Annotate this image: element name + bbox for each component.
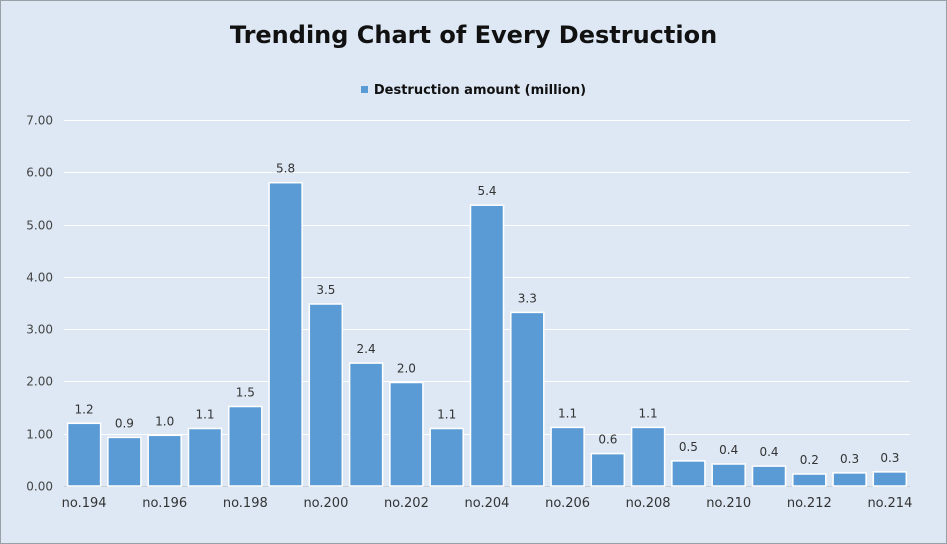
data-label: 0.6 [598,433,617,447]
x-tick-label: no.214 [867,496,912,511]
x-tick-label: no.206 [545,496,590,511]
bar [348,362,384,487]
data-label: 3.3 [518,291,537,305]
y-tick-label: 7.00 [26,114,53,128]
bar [510,311,545,487]
x-tick-label: no.210 [706,496,751,511]
bar [711,463,746,487]
data-label: 1.5 [236,386,255,400]
x-tick-label: no.196 [142,496,187,511]
bar [308,303,344,487]
bar [469,204,505,487]
bar [550,426,585,487]
data-label: 5.8 [276,162,295,176]
bar [187,427,223,487]
bar [872,471,908,487]
bar [107,436,142,487]
y-tick-label: 5.00 [26,219,53,233]
data-label: 3.5 [316,283,335,297]
bar [268,181,303,487]
data-label: 1.1 [195,408,214,422]
bar [832,472,867,487]
data-label: 0.4 [759,445,778,459]
bar [630,426,666,487]
data-label: 1.0 [155,414,174,428]
legend-swatch [360,86,368,93]
y-tick-label: 3.00 [26,323,53,337]
data-label: 5.4 [477,184,496,198]
x-tick-label: no.194 [62,496,107,511]
x-tick-label: no.204 [465,496,510,511]
data-label: 2.4 [357,342,376,356]
bar [792,473,827,487]
data-label: 0.3 [880,451,899,465]
legend-label: Destruction amount (million) [373,83,587,98]
y-tick-label: 1.00 [26,428,53,442]
bar [147,434,182,487]
data-label: 1.1 [558,406,577,420]
x-tick-label: no.202 [384,496,429,511]
y-tick-label: 4.00 [26,271,53,285]
x-tick-label: no.198 [223,496,268,511]
data-label: 0.3 [840,452,859,466]
chart-title: Trending Chart of Every Destruction [229,21,718,49]
x-tick-label: no.212 [787,496,832,511]
y-tick-label: 6.00 [26,166,53,180]
data-label: 2.0 [397,362,416,376]
legend: Destruction amount (million) [1,83,946,98]
bar [389,381,424,487]
x-tick-label: no.208 [626,496,671,511]
bar [66,422,102,487]
data-label: 1.1 [437,408,456,422]
bar [671,460,706,487]
x-tick-label: no.200 [303,496,348,511]
data-label: 0.2 [800,453,819,467]
data-label: 0.4 [719,443,738,457]
data-label: 1.2 [75,402,94,416]
bar [590,452,626,487]
data-label: 1.1 [639,406,658,420]
bar [429,427,464,487]
data-label: 0.5 [679,440,698,454]
y-tick-label: 2.00 [26,375,53,389]
bar [751,465,787,487]
y-tick-label: 0.00 [26,480,53,494]
data-label: 0.9 [115,416,134,430]
bar [228,405,263,487]
